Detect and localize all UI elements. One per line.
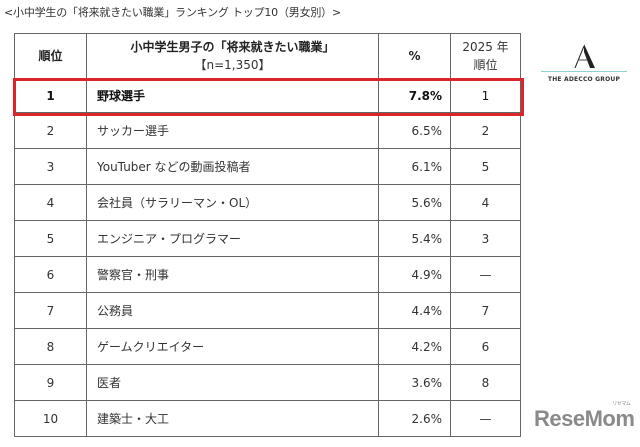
- table-row: 1 野球選手 7.8% 1: [14, 78, 521, 113]
- table-row: 2 サッカー選手 6.5% 2: [14, 112, 521, 149]
- percent-cell: 3.6%: [378, 364, 451, 401]
- job-cell: 野球選手: [86, 78, 379, 113]
- rank-cell: 4: [14, 184, 87, 221]
- job-cell: YouTuber などの動画投稿者: [86, 148, 379, 185]
- watermark-kana: リセマム: [612, 401, 631, 407]
- prev-rank-cell: 3: [450, 220, 521, 257]
- rank-cell: 2: [14, 112, 87, 149]
- prev-rank-cell: —: [450, 256, 521, 293]
- adecco-logo: THE ADECCO GROUP: [536, 44, 632, 83]
- job-cell: 公務員: [86, 292, 379, 329]
- header-sample-size: 【n=1,350】: [194, 58, 271, 72]
- table-row: 9 医者 3.6% 8: [14, 364, 521, 401]
- rank-cell: 6: [14, 256, 87, 293]
- table-row: 5 エンジニア・プログラマー 5.4% 3: [14, 220, 521, 257]
- rank-cell: 3: [14, 148, 87, 185]
- table-row: 8 ゲームクリエイター 4.2% 6: [14, 328, 521, 365]
- table-row: 7 公務員 4.4% 7: [14, 292, 521, 329]
- adecco-a-icon: [574, 44, 595, 68]
- job-cell: サッカー選手: [86, 112, 379, 149]
- prev-rank-cell: 1: [450, 78, 521, 113]
- percent-cell: 2.6%: [378, 400, 451, 437]
- logo-text: THE ADECCO GROUP: [547, 76, 621, 83]
- prev-rank-cell: —: [450, 400, 521, 437]
- percent-cell: 4.4%: [378, 292, 451, 329]
- job-cell: 医者: [86, 364, 379, 401]
- percent-cell: 5.4%: [378, 220, 451, 257]
- rank-cell: 8: [14, 328, 87, 365]
- percent-cell: 7.8%: [378, 78, 451, 113]
- job-cell: 会社員（サラリーマン・OL）: [86, 184, 379, 221]
- header-rank: 順位: [14, 33, 87, 79]
- watermark-text: ReseMom: [534, 406, 635, 431]
- page-caption: <小中学生の「将来就きたい職業」ランキング トップ10（男女別）>: [4, 6, 341, 19]
- percent-cell: 6.5%: [378, 112, 451, 149]
- table-row: 4 会社員（サラリーマン・OL） 5.6% 4: [14, 184, 521, 221]
- percent-cell: 6.1%: [378, 148, 451, 185]
- prev-rank-cell: 7: [450, 292, 521, 329]
- prev-rank-cell: 4: [450, 184, 521, 221]
- rank-cell: 9: [14, 364, 87, 401]
- table-row: 3 YouTuber などの動画投稿者 6.1% 5: [14, 148, 521, 185]
- prev-rank-cell: 2: [450, 112, 521, 149]
- resemom-watermark: ReseMom リセマム: [534, 401, 635, 432]
- percent-cell: 4.2%: [378, 328, 451, 365]
- job-cell: ゲームクリエイター: [86, 328, 379, 365]
- job-cell: 警察官・刑事: [86, 256, 379, 293]
- header-prev-rank: 2025 年 順位: [450, 33, 521, 79]
- percent-cell: 5.6%: [378, 184, 451, 221]
- header-job-title: 小中学生男子の「将来就きたい職業」: [130, 40, 335, 54]
- header-prev-rank-label: 順位: [473, 58, 498, 72]
- job-cell: エンジニア・プログラマー: [86, 220, 379, 257]
- rank-cell: 5: [14, 220, 87, 257]
- header-job: 小中学生男子の「将来就きたい職業」 【n=1,350】: [86, 33, 379, 79]
- rank-cell: 10: [14, 400, 87, 437]
- percent-cell: 4.9%: [378, 256, 451, 293]
- prev-rank-cell: 5: [450, 148, 521, 185]
- rank-cell: 1: [14, 78, 87, 113]
- rank-cell: 7: [14, 292, 87, 329]
- prev-rank-cell: 8: [450, 364, 521, 401]
- job-cell: 建築士・大工: [86, 400, 379, 437]
- table-row: 6 警察官・刑事 4.9% —: [14, 256, 521, 293]
- table-row: 10 建築士・大工 2.6% —: [14, 400, 521, 437]
- prev-rank-cell: 6: [450, 328, 521, 365]
- header-prev-year: 2025 年: [462, 40, 509, 54]
- ranking-table: 順位 小中学生男子の「将来就きたい職業」 【n=1,350】 % 2025 年 …: [14, 33, 521, 437]
- header-percent: %: [378, 33, 451, 79]
- table-header-row: 順位 小中学生男子の「将来就きたい職業」 【n=1,350】 % 2025 年 …: [14, 33, 521, 79]
- logo-divider: [541, 71, 627, 72]
